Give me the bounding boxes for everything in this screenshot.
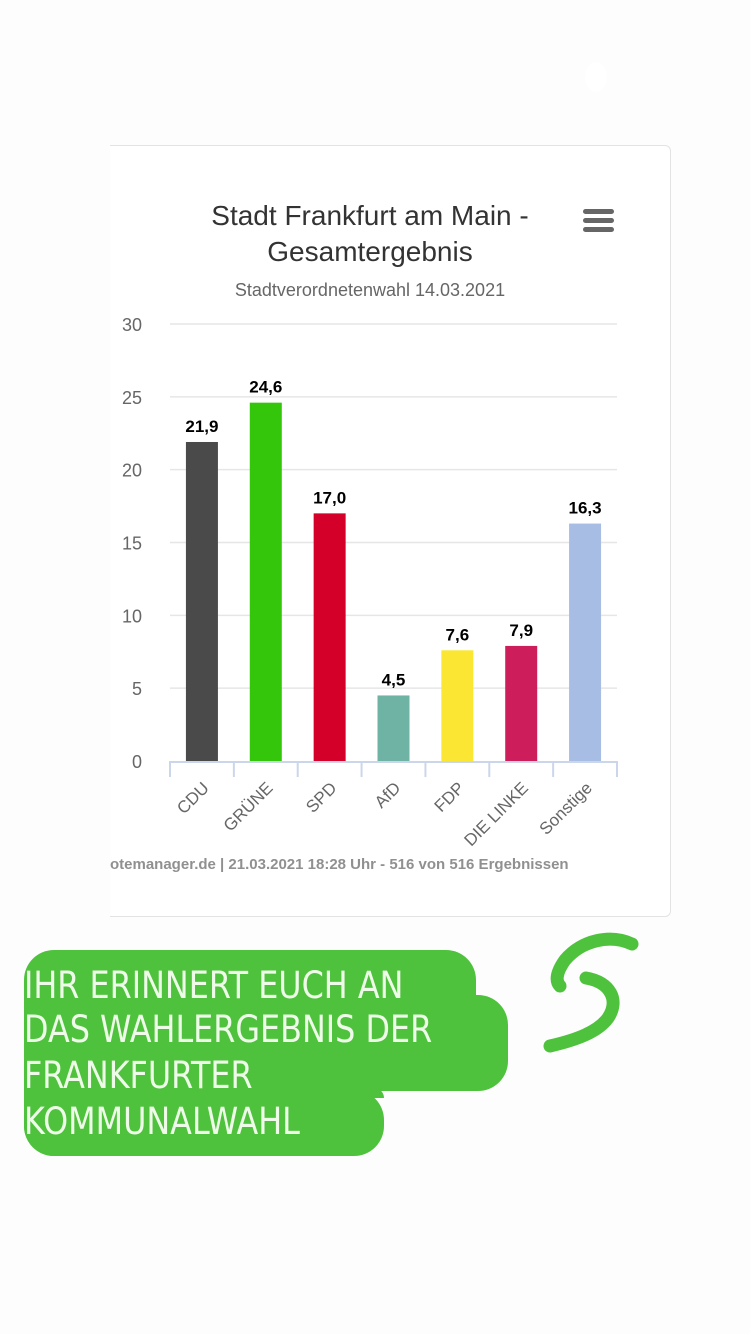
bar-spd <box>313 513 346 761</box>
caption-line-2: DAS WAHLERGEBNIS DER <box>24 1008 433 1051</box>
bar-sonstige <box>569 523 602 761</box>
y-tick-label: 10 <box>122 606 142 626</box>
x-tick-label: DIE LINKE <box>460 778 532 850</box>
green-squiggle-icon <box>543 932 639 1053</box>
x-tick-label: SPD <box>302 778 340 816</box>
y-tick-label: 20 <box>122 461 142 481</box>
x-tick-label: AfD <box>371 778 404 811</box>
chart-title: Stadt Frankfurt am Main - Gesamtergebnis <box>110 198 630 270</box>
hamburger-menu-icon[interactable] <box>583 209 615 233</box>
bar-afd <box>377 695 410 761</box>
y-tick-label: 5 <box>132 679 142 699</box>
caption-line-3: FRANKFURTER <box>24 1054 253 1097</box>
data-label: 16,3 <box>569 499 602 518</box>
chart-title-line-2: Gesamtergebnis <box>267 236 473 267</box>
data-label: 21,9 <box>185 417 218 436</box>
data-label: 17,0 <box>313 488 346 507</box>
x-tick-label: GRÜNE <box>220 778 277 835</box>
y-tick-label: 0 <box>132 752 142 772</box>
bar-cdu <box>185 441 218 761</box>
chart-title-line-1: Stadt Frankfurt am Main - <box>211 200 529 231</box>
background-blur-spot <box>585 62 607 92</box>
x-tick-label: Sonstige <box>536 778 596 838</box>
data-label: 7,9 <box>509 621 533 640</box>
data-label: 24,6 <box>249 378 282 397</box>
x-tick-label: FDP <box>431 778 468 815</box>
y-tick-label: 15 <box>122 534 142 554</box>
bar-die-linke <box>505 645 538 761</box>
caption-line-4: KOMMUNALWAHL <box>24 1100 300 1143</box>
x-tick-label: CDU <box>173 778 212 817</box>
chart-subtitle: Stadtverordnetenwahl 14.03.2021 <box>234 280 506 300</box>
data-label: 7,6 <box>446 625 470 644</box>
y-tick-label: 30 <box>122 315 142 335</box>
data-label: 4,5 <box>382 670 406 689</box>
bar-chart: 0 5 10 15 20 25 30 21,9 CDU 24,6 GRÜNE 17,0 SPD 4,5 Af… <box>122 315 618 850</box>
bar-fdp <box>441 650 474 761</box>
y-tick-label: 25 <box>122 388 142 408</box>
chart-card: Stadt Frankfurt am Main - Gesamtergebnis… <box>110 145 671 917</box>
caption-line-1: IHR ERINNERT EUCH AN <box>24 964 404 1007</box>
chart-credit: otemanager.de | 21.03.2021 18:28 Uhr - 5… <box>110 856 569 873</box>
bar-grüne <box>249 402 282 761</box>
